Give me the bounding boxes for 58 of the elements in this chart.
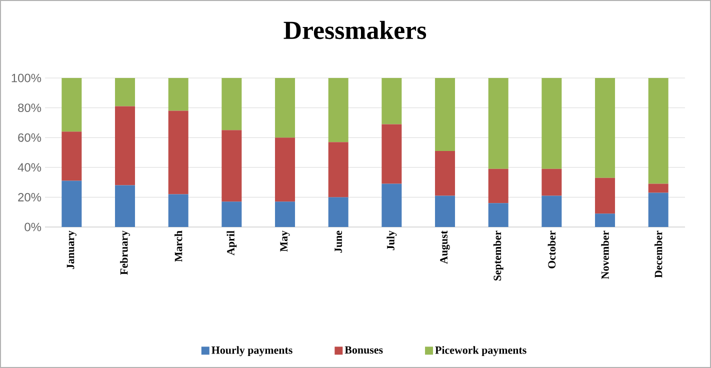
bar (62, 78, 82, 132)
bar (328, 142, 348, 198)
x-tick-label: August (440, 230, 450, 264)
y-tick-label: 60% (18, 133, 42, 142)
bar (595, 78, 616, 178)
bar (542, 78, 562, 169)
x-tick-label: July (386, 230, 397, 250)
bar (62, 180, 82, 227)
bar (222, 78, 242, 130)
bar (275, 138, 296, 202)
bar (328, 78, 348, 142)
bar (648, 184, 668, 193)
bar (115, 185, 135, 227)
bar (168, 78, 188, 111)
bar (435, 196, 456, 227)
x-tick-label: April (226, 230, 237, 256)
bar (382, 78, 402, 124)
y-tick-label: 0% (24, 222, 42, 232)
bar (542, 168, 562, 196)
x-tick-label: February (120, 230, 130, 275)
bar (222, 202, 242, 227)
bar (382, 184, 402, 227)
x-tick-label: October (548, 230, 556, 268)
bar (115, 106, 135, 186)
bar (168, 110, 188, 194)
x-tick-label: March (174, 230, 182, 262)
bar (275, 202, 296, 227)
bar (115, 78, 135, 106)
bar (62, 132, 82, 181)
x-tick-label: December (654, 230, 662, 278)
y-tick-label: 40% (18, 163, 42, 172)
chart-title: Dressmakers (284, 20, 426, 40)
bar (648, 78, 668, 184)
bar (488, 168, 508, 204)
bar (168, 194, 188, 227)
bar (382, 124, 402, 184)
legend-label: Picework payments (435, 346, 526, 356)
bar (488, 78, 508, 169)
x-tick-label: September (493, 230, 504, 280)
bar (542, 196, 562, 227)
x-tick-label: June (334, 230, 342, 253)
bar (275, 78, 296, 138)
legend-label: Hourly payments (212, 346, 292, 356)
y-tick-label: 100% (12, 74, 42, 82)
legend-label: Bonuses (344, 346, 383, 354)
bar (435, 151, 456, 196)
y-tick-label: 80% (18, 104, 42, 112)
y-tick-label: 20% (18, 192, 42, 202)
bar (328, 197, 348, 227)
bar (222, 130, 242, 202)
bar (488, 203, 508, 227)
x-tick-label: January (66, 230, 76, 270)
x-tick-label: May (280, 230, 290, 252)
bar (648, 192, 668, 227)
x-tick-label: November (601, 230, 609, 280)
bar (595, 214, 616, 227)
bar (435, 78, 456, 152)
bar (595, 178, 616, 214)
